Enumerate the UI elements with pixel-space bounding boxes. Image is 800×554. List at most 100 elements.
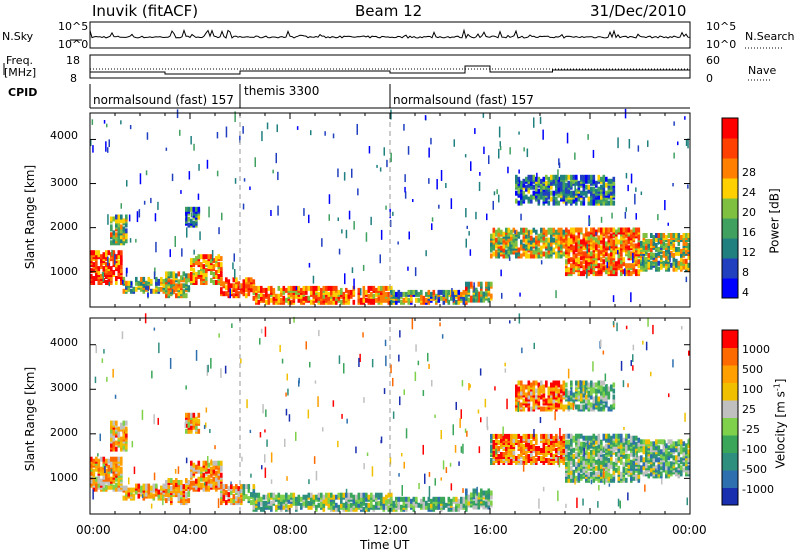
echo-cell xyxy=(555,233,558,239)
echo-cell xyxy=(365,492,368,498)
echo-cell xyxy=(117,466,121,472)
echo-cell xyxy=(510,229,513,235)
echo-cell xyxy=(157,278,161,284)
echo-cell xyxy=(412,199,414,203)
echo-cell xyxy=(187,273,191,279)
echo-cell xyxy=(155,280,158,286)
echo-cell xyxy=(527,253,531,259)
echo-cell xyxy=(555,448,558,453)
echo-cell xyxy=(637,469,641,475)
echo-cell xyxy=(617,253,621,259)
echo-cell xyxy=(617,247,621,253)
echo-cell xyxy=(562,442,566,447)
echo-cell xyxy=(120,238,123,244)
echo-cell xyxy=(215,470,218,476)
echo-cell xyxy=(520,435,523,441)
echo-cell xyxy=(457,498,461,504)
echo-cell xyxy=(550,382,553,388)
echo-cell xyxy=(192,276,196,281)
echo-cell xyxy=(575,253,578,259)
echo-cell xyxy=(295,286,297,291)
y-tick-lower: 3000 xyxy=(50,381,78,394)
echo-cell xyxy=(181,248,183,257)
echo-cell xyxy=(520,213,522,221)
echo-cell xyxy=(675,237,678,242)
echo-cell xyxy=(342,492,346,498)
echo-cell xyxy=(437,289,441,295)
echo-cell xyxy=(675,246,678,252)
echo-cell xyxy=(545,452,548,457)
echo-cell xyxy=(466,225,468,229)
echo-cell xyxy=(667,266,671,272)
echo-cell xyxy=(490,247,493,253)
echo-cell xyxy=(624,108,627,119)
echo-cell xyxy=(290,502,293,508)
echo-cell xyxy=(552,454,556,459)
echo-cell xyxy=(642,240,646,246)
echo-cell xyxy=(250,277,253,283)
echo-cell xyxy=(100,466,103,472)
echo-cell xyxy=(515,384,518,390)
echo-cell xyxy=(657,246,661,252)
echo-cell xyxy=(125,232,128,238)
echo-cell xyxy=(451,288,453,297)
echo-cell xyxy=(642,471,646,477)
echo-cell xyxy=(680,439,683,445)
echo-cell xyxy=(595,259,598,265)
echo-cell xyxy=(587,265,591,271)
echo-cell xyxy=(612,461,616,467)
echo-cell xyxy=(176,109,179,119)
echo-cell xyxy=(100,254,103,260)
echo-cell xyxy=(570,402,573,408)
echo-cell xyxy=(360,502,363,508)
echo-cell xyxy=(502,247,506,253)
echo-cell xyxy=(585,231,588,237)
echo-cell xyxy=(537,253,541,259)
echo-cell xyxy=(542,460,546,465)
echo-cell xyxy=(607,471,611,477)
echo-cell xyxy=(560,384,563,390)
echo-cell xyxy=(585,235,588,241)
echo-cell xyxy=(607,227,611,233)
echo-cell xyxy=(360,297,363,303)
echo-cell xyxy=(600,406,603,412)
echo-cell xyxy=(325,285,328,291)
echo-cell xyxy=(580,271,583,277)
echo-cell xyxy=(682,441,686,447)
echo-cell xyxy=(172,271,176,277)
echo-cell xyxy=(135,286,138,292)
echo-cell xyxy=(570,198,573,204)
echo-cell xyxy=(107,264,111,270)
echo-cell xyxy=(600,184,603,190)
echo-cell xyxy=(572,178,576,184)
echo-cell xyxy=(587,247,591,253)
echo-cell xyxy=(282,498,286,504)
xlabel: Time UT xyxy=(360,538,410,552)
echo-cell xyxy=(595,188,598,194)
echo-cell xyxy=(205,254,208,260)
echo-cell xyxy=(625,453,628,459)
echo-cell xyxy=(122,218,126,224)
echo-cell xyxy=(522,444,526,449)
echo-cell xyxy=(200,276,203,281)
echo-cell xyxy=(667,461,671,467)
echo-cell xyxy=(347,299,351,305)
echo-cell xyxy=(217,480,221,486)
echo-cell xyxy=(348,210,351,220)
echo-cell xyxy=(260,285,263,291)
echo-cell xyxy=(607,457,611,463)
echo-cell xyxy=(357,297,361,303)
echo-cell xyxy=(410,498,413,504)
echo-cell xyxy=(487,500,491,506)
echo-cell xyxy=(547,253,551,259)
echo-cell xyxy=(300,297,303,303)
echo-cell xyxy=(217,254,221,260)
echo-cell xyxy=(555,456,558,461)
echo-cell xyxy=(512,233,516,239)
echo-cell xyxy=(250,287,253,293)
echo-cell xyxy=(655,457,658,463)
echo-cell xyxy=(342,502,346,508)
echo-cell xyxy=(577,233,581,239)
echo-cell xyxy=(115,232,118,238)
echo-cell xyxy=(582,174,586,180)
